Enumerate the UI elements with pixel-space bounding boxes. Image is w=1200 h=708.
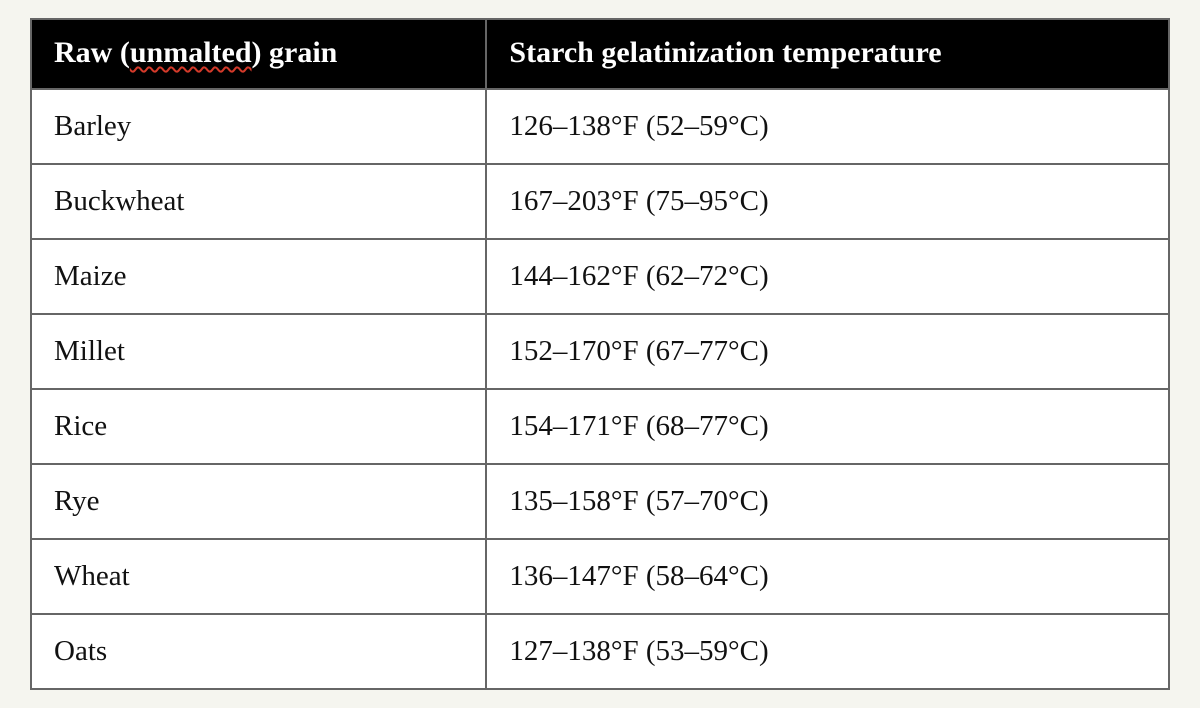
cell-grain: Barley	[32, 89, 486, 164]
cell-grain: Oats	[32, 614, 486, 688]
table-row: Wheat 136–147°F (58–64°C)	[32, 539, 1168, 614]
table-row: Maize 144–162°F (62–72°C)	[32, 239, 1168, 314]
table-body: Barley 126–138°F (52–59°C) Buckwheat 167…	[32, 89, 1168, 688]
table-row: Barley 126–138°F (52–59°C)	[32, 89, 1168, 164]
table-row: Oats 127–138°F (53–59°C)	[32, 614, 1168, 688]
cell-temp: 144–162°F (62–72°C)	[486, 239, 1168, 314]
cell-temp: 127–138°F (53–59°C)	[486, 614, 1168, 688]
cell-temp: 167–203°F (75–95°C)	[486, 164, 1168, 239]
header-grain-suffix: ) grain	[252, 36, 338, 69]
header-temp-label: Starch gelatinization temperature	[509, 36, 941, 69]
header-grain-underlined: unmalted	[130, 36, 252, 69]
cell-temp: 152–170°F (67–77°C)	[486, 314, 1168, 389]
cell-grain: Buckwheat	[32, 164, 486, 239]
cell-temp: 135–158°F (57–70°C)	[486, 464, 1168, 539]
cell-grain: Wheat	[32, 539, 486, 614]
table-row: Millet 152–170°F (67–77°C)	[32, 314, 1168, 389]
cell-temp: 154–171°F (68–77°C)	[486, 389, 1168, 464]
cell-temp: 126–138°F (52–59°C)	[486, 89, 1168, 164]
cell-grain: Maize	[32, 239, 486, 314]
header-grain: Raw (unmalted) grain	[32, 20, 486, 89]
header-temp: Starch gelatinization temperature	[486, 20, 1168, 89]
cell-grain: Millet	[32, 314, 486, 389]
cell-grain: Rice	[32, 389, 486, 464]
data-table: Raw (unmalted) grain Starch gelatinizati…	[32, 20, 1168, 688]
header-row: Raw (unmalted) grain Starch gelatinizati…	[32, 20, 1168, 89]
cell-grain: Rye	[32, 464, 486, 539]
table-row: Rye 135–158°F (57–70°C)	[32, 464, 1168, 539]
table-row: Rice 154–171°F (68–77°C)	[32, 389, 1168, 464]
header-grain-prefix: Raw (	[54, 36, 130, 69]
grain-gelatinization-table: Raw (unmalted) grain Starch gelatinizati…	[30, 18, 1170, 690]
cell-temp: 136–147°F (58–64°C)	[486, 539, 1168, 614]
table-row: Buckwheat 167–203°F (75–95°C)	[32, 164, 1168, 239]
